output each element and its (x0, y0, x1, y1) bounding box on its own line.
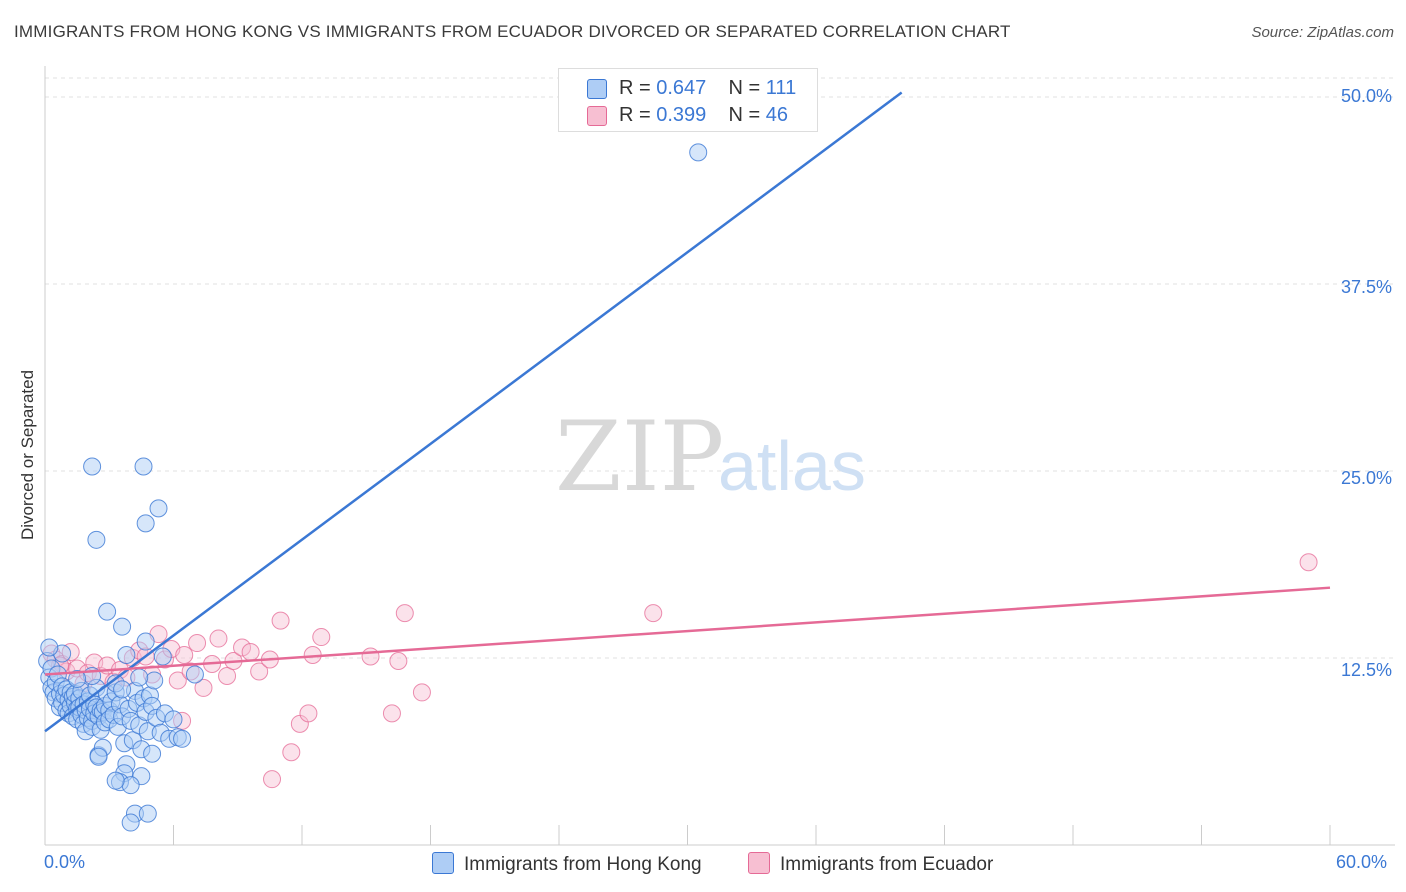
data-point-hong-kong (130, 668, 149, 687)
data-point-hong-kong (106, 771, 125, 790)
grid-lines (45, 77, 1395, 659)
data-point-hong-kong (136, 514, 155, 533)
data-point-hong-kong (149, 499, 168, 518)
trend-line-ecuador (44, 586, 1331, 676)
data-point-hong-kong (143, 744, 162, 763)
data-point-ecuador (271, 611, 290, 630)
data-point-ecuador (382, 704, 401, 723)
data-point-hong-kong (185, 665, 204, 684)
y-tick-label: 37.5% (1340, 277, 1392, 297)
data-point-ecuador (263, 770, 282, 789)
correlation-legend: R = 0.647 N = 111 R = 0.399 N = 46 (558, 68, 818, 132)
data-point-ecuador (168, 671, 187, 690)
data-point-hong-kong (98, 602, 117, 621)
data-point-hong-kong (134, 457, 153, 476)
data-point-hong-kong (164, 710, 183, 729)
data-point-hong-kong (68, 669, 87, 688)
n-value: 111 (765, 77, 797, 99)
data-point-hong-kong (121, 776, 140, 795)
r-label: R = (619, 104, 651, 126)
r-value: 0.399 (656, 104, 707, 126)
data-point-hong-kong (113, 617, 132, 636)
data-point-ecuador (209, 629, 228, 648)
data-point-hong-kong (138, 804, 157, 823)
n-label: N = (728, 77, 761, 99)
axes (44, 66, 1395, 846)
data-point-hong-kong (117, 646, 136, 665)
data-point-ecuador (282, 743, 301, 762)
legend-label: Immigrants from Hong Kong (464, 854, 702, 875)
data-point-hong-kong (153, 647, 172, 666)
data-point-ecuador (312, 628, 331, 647)
data-point-hong-kong (40, 638, 59, 657)
data-point-ecuador (1299, 553, 1318, 572)
legend-swatch-ecuador (587, 106, 607, 126)
data-point-ecuador (361, 647, 380, 666)
n-value: 46 (765, 104, 789, 126)
n-label: N = (728, 104, 761, 126)
legend-swatch-hong-kong (587, 79, 607, 99)
hong-kong-points (38, 143, 708, 832)
watermark: ZIP atlas (555, 401, 866, 513)
trend-lines (44, 91, 1331, 733)
legend-swatch-ecuador (748, 852, 770, 874)
legend-item-ecuador: Immigrants from Ecuador (748, 852, 993, 876)
legend-label: Immigrants from Ecuador (780, 854, 994, 875)
data-point-hong-kong (689, 143, 708, 162)
r-value: 0.647 (656, 77, 707, 99)
data-point-hong-kong (121, 813, 140, 832)
data-point-hong-kong (145, 671, 164, 690)
data-point-ecuador (395, 604, 414, 623)
data-point-hong-kong (136, 632, 155, 651)
data-point-hong-kong (83, 457, 102, 476)
y-tick-label: 50.0% (1340, 86, 1392, 106)
data-point-hong-kong (89, 747, 108, 766)
x-tick-label-min: 0.0% (44, 852, 86, 872)
data-point-ecuador (194, 678, 213, 697)
x-tick-label-max: 60.0% (1336, 852, 1388, 872)
data-point-ecuador (241, 643, 260, 662)
y-tick-label: 25.0% (1340, 468, 1392, 488)
data-point-ecuador (412, 683, 431, 702)
r-label: R = (619, 77, 651, 99)
y-tick-label: 12.5% (1340, 660, 1392, 680)
data-point-ecuador (175, 646, 194, 665)
legend-swatch-hong-kong (432, 852, 454, 874)
data-point-ecuador (233, 638, 252, 657)
source-label: Source: ZipAtlas.com (1251, 24, 1394, 41)
data-point-hong-kong (87, 530, 106, 549)
data-point-hong-kong (173, 729, 192, 748)
data-point-ecuador (644, 604, 663, 623)
data-point-ecuador (250, 662, 269, 681)
data-point-ecuador (188, 634, 207, 653)
data-point-ecuador (218, 666, 237, 685)
data-point-ecuador (299, 704, 318, 723)
data-point-hong-kong (113, 680, 132, 699)
watermark-zip: ZIP (555, 401, 724, 513)
data-point-ecuador (389, 651, 408, 670)
chart-title: IMMIGRANTS FROM HONG KONG VS IMMIGRANTS … (14, 22, 1011, 41)
trend-line-hong-kong (44, 91, 903, 733)
watermark-atlas: atlas (718, 427, 866, 505)
legend-item-hong-kong: Immigrants from Hong Kong (432, 852, 702, 876)
